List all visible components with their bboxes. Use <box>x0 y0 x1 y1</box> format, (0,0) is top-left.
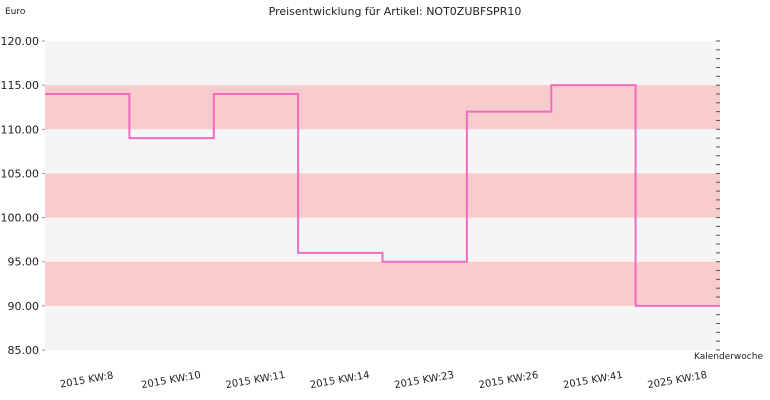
x-tick-label: 2015 KW:10 <box>141 370 202 391</box>
y-tick-label: 90.00 <box>8 300 40 313</box>
y-tick-label: 120.00 <box>1 35 40 48</box>
chart-title: Preisentwicklung für Artikel: NOT0ZUBFSP… <box>269 5 522 18</box>
band-1 <box>45 173 720 218</box>
band-2 <box>45 85 720 130</box>
price-step-line <box>45 84 720 307</box>
x-tick-label: 2015 KW:41 <box>562 370 623 391</box>
band-0 <box>45 261 720 306</box>
x-tick-label: 2015 KW:8 <box>59 370 114 390</box>
y-tick-label: 95.00 <box>8 256 40 269</box>
y-tick-label: 110.00 <box>1 123 40 136</box>
y-axis-label: Euro <box>5 7 26 17</box>
x-tick-label: 2015 KW:26 <box>478 370 539 391</box>
y-tick-label: 85.00 <box>8 344 40 357</box>
y-tick-label: 115.00 <box>1 79 40 92</box>
x-tick-label: 2015 KW:11 <box>225 370 286 391</box>
x-tick-label: 2025 KW:18 <box>647 370 708 391</box>
x-axis-label: Kalenderwoche <box>694 352 763 362</box>
x-tick-label: 2015 KW:14 <box>309 370 370 391</box>
y-tick-label: 100.00 <box>1 212 40 225</box>
x-tick-label: 2015 KW:23 <box>394 370 455 391</box>
y-tick-label: 105.00 <box>1 167 40 180</box>
